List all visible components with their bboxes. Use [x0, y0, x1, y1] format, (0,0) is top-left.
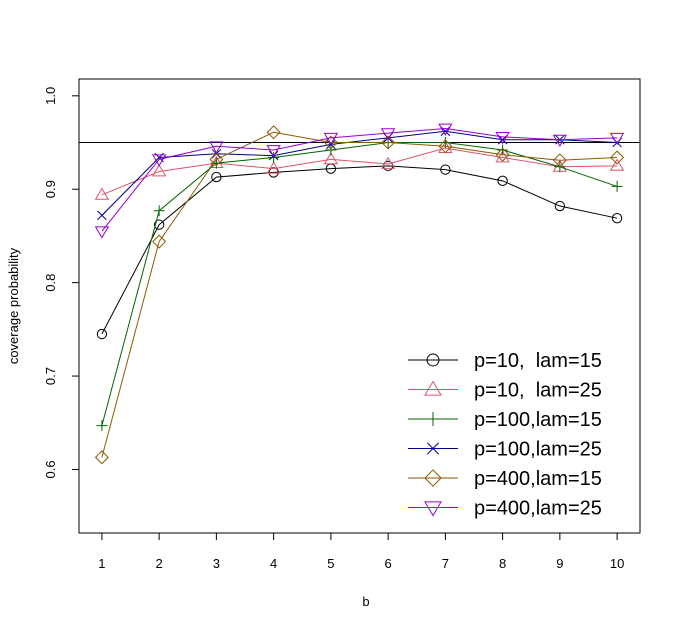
legend-item: p=10, lam=25: [408, 380, 602, 402]
series-0: [96, 160, 623, 340]
marker-circle: [268, 167, 279, 178]
marker-triangle-up: [266, 161, 281, 174]
series-line: [101, 130, 618, 216]
marker-triangle-up: [94, 187, 110, 200]
marker-diamond: [323, 135, 338, 150]
x-axis-label: b: [362, 594, 369, 609]
marker-triangle-down: [209, 141, 224, 154]
marker-plus: [426, 412, 440, 426]
legend-label: p=100,lam=15: [474, 409, 602, 431]
x-tick-label: 3: [213, 556, 220, 571]
legend: p=10, lam=15 p=10, lam=25 p=100,lam=15 p=10…: [408, 350, 602, 520]
x-tick-label: 9: [556, 556, 563, 571]
legend-item: p=10, lam=15: [408, 350, 602, 372]
marker-diamond: [552, 153, 567, 168]
marker-triangle-down: [424, 501, 442, 517]
marker-triangle-down: [266, 145, 281, 158]
series-line: [101, 165, 618, 335]
y-tick-label: 0.9: [43, 180, 58, 198]
marker-triangle-up: [495, 150, 510, 163]
legend-item: p=100,lam=25: [408, 439, 602, 461]
marker-triangle-up: [380, 156, 396, 169]
plot-box: [78, 78, 641, 534]
x-tick-label: 6: [385, 556, 392, 571]
marker-x: [427, 442, 439, 455]
marker-plus: [325, 144, 337, 156]
x-tick-label: 5: [327, 556, 334, 571]
legend-item: p=400,lam=25: [408, 498, 602, 520]
marker-triangle-down: [495, 131, 510, 145]
y-axis-label: coverage probability: [6, 247, 21, 364]
marker-circle: [153, 219, 165, 230]
marker-circle: [440, 164, 451, 175]
marker-plus: [153, 205, 165, 217]
marker-diamond: [152, 234, 167, 249]
y-tick-label: 0.6: [43, 460, 58, 478]
series-1: [94, 140, 625, 200]
marker-diamond: [381, 135, 396, 150]
marker-circle: [554, 200, 566, 212]
series-3: [97, 126, 622, 221]
marker-circle: [426, 353, 440, 367]
series-line: [101, 147, 618, 196]
legend-label: p=100,lam=25: [474, 439, 602, 461]
marker-triangle-up: [151, 164, 167, 177]
marker-plus: [611, 180, 623, 192]
x-tick-label: 10: [610, 556, 624, 571]
marker-triangle-down: [552, 134, 568, 148]
marker-triangle-up: [609, 158, 625, 171]
legend-label: p=400,lam=25: [474, 498, 602, 520]
marker-triangle-down: [323, 132, 339, 146]
marker-plus: [497, 144, 509, 156]
marker-x: [211, 148, 222, 159]
marker-plus: [96, 420, 108, 432]
x-tick-label: 8: [499, 556, 506, 571]
marker-diamond: [438, 139, 453, 154]
legend-label: p=400,lam=15: [474, 468, 602, 490]
y-tick-label: 1.0: [43, 87, 58, 105]
y-tick-label: 0.8: [43, 274, 58, 292]
marker-triangle-up: [424, 380, 442, 396]
series-line: [101, 131, 618, 458]
series-2: [96, 137, 623, 432]
x-tick-label: 4: [270, 556, 277, 571]
marker-x: [97, 210, 107, 221]
marker-triangle-down: [151, 154, 167, 167]
marker-circle: [497, 175, 508, 186]
series-5: [94, 123, 625, 239]
y-tick-label: 0.7: [43, 367, 58, 385]
marker-plus: [268, 151, 280, 163]
legend-item: p=100,lam=15: [408, 409, 602, 431]
marker-circle: [611, 213, 623, 224]
marker-circle: [96, 328, 108, 340]
marker-diamond: [495, 147, 510, 162]
marker-circle: [211, 171, 222, 183]
legend-label: p=10, lam=25: [474, 380, 602, 402]
marker-diamond: [424, 469, 442, 487]
marker-diamond: [209, 152, 224, 167]
marker-diamond: [94, 450, 109, 465]
legend-item: p=400,lam=15: [408, 468, 602, 490]
marker-triangle-down: [94, 226, 110, 239]
marker-triangle-down: [609, 132, 625, 146]
marker-diamond: [266, 125, 281, 140]
series-line: [101, 128, 618, 232]
series-4: [94, 125, 625, 465]
x-tick-label: 1: [98, 556, 105, 571]
marker-triangle-up: [323, 152, 339, 165]
x-tick-label: 7: [442, 556, 449, 571]
marker-diamond: [610, 150, 625, 165]
legend-label: p=10, lam=15: [474, 350, 602, 372]
marker-triangle-down: [380, 128, 396, 141]
marker-triangle-down: [438, 123, 453, 136]
series-line: [101, 142, 618, 426]
x-tick-label: 2: [156, 556, 163, 571]
